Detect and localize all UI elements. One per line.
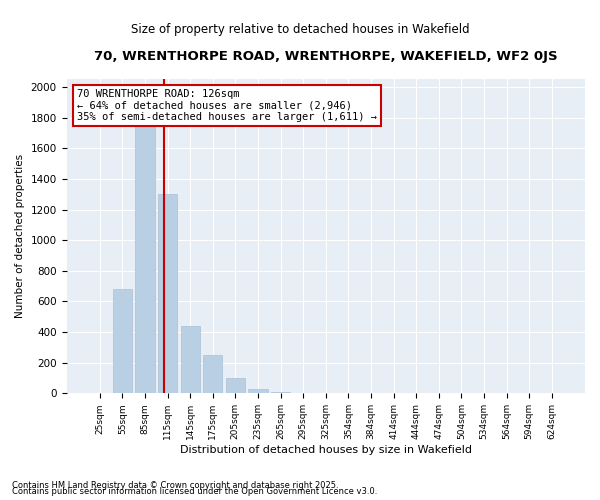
Bar — [203, 355, 223, 394]
Bar — [136, 118, 155, 394]
X-axis label: Distribution of detached houses by size in Wakefield: Distribution of detached houses by size … — [180, 445, 472, 455]
Text: Contains HM Land Registry data © Crown copyright and database right 2025.: Contains HM Land Registry data © Crown c… — [12, 481, 338, 490]
Y-axis label: Number of detached properties: Number of detached properties — [15, 154, 25, 318]
Bar — [181, 326, 200, 394]
Text: Size of property relative to detached houses in Wakefield: Size of property relative to detached ho… — [131, 22, 469, 36]
Bar — [248, 389, 268, 394]
Bar — [293, 392, 313, 394]
Text: 70 WRENTHORPE ROAD: 126sqm
← 64% of detached houses are smaller (2,946)
35% of s: 70 WRENTHORPE ROAD: 126sqm ← 64% of deta… — [77, 89, 377, 122]
Bar — [226, 378, 245, 394]
Bar — [271, 392, 290, 394]
Text: Contains public sector information licensed under the Open Government Licence v3: Contains public sector information licen… — [12, 487, 377, 496]
Bar — [158, 194, 177, 394]
Bar — [113, 289, 132, 394]
Title: 70, WRENTHORPE ROAD, WRENTHORPE, WAKEFIELD, WF2 0JS: 70, WRENTHORPE ROAD, WRENTHORPE, WAKEFIE… — [94, 50, 557, 63]
